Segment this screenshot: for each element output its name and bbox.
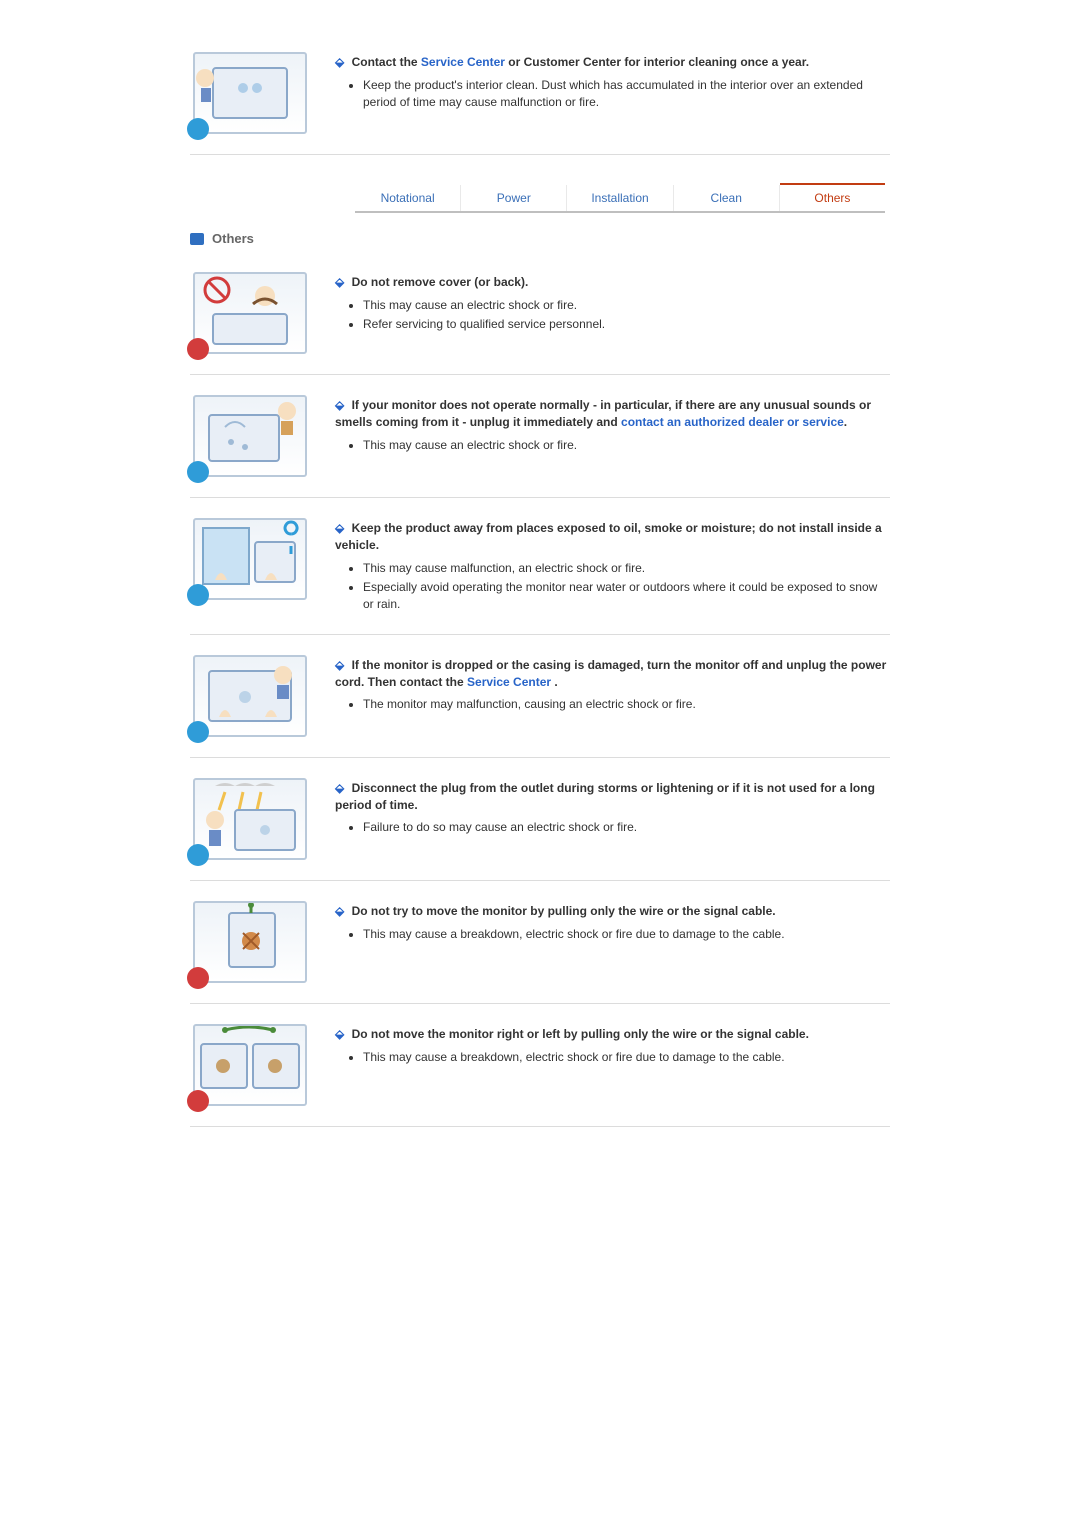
- tab-clean[interactable]: Clean: [674, 185, 780, 211]
- illustration: [190, 899, 310, 985]
- item-headline: ⬙ Do not try to move the monitor by pull…: [335, 903, 890, 920]
- tab-installation[interactable]: Installation: [567, 185, 673, 211]
- tab-power[interactable]: Power: [461, 185, 567, 211]
- section-header-others: Others: [190, 231, 890, 246]
- bullet-list: Failure to do so may cause an electric s…: [363, 819, 890, 836]
- headline-link[interactable]: Service Center: [421, 55, 505, 69]
- item-headline: ⬙ Disconnect the plug from the outlet du…: [335, 780, 890, 814]
- illustration: [190, 50, 310, 136]
- bullet: Refer servicing to qualified service per…: [363, 316, 890, 333]
- item-body: ⬙ If your monitor does not operate norma…: [335, 393, 890, 456]
- headline-text: Do not try to move the monitor by pullin…: [352, 904, 776, 918]
- tab-bar-wrap: Notational Power Installation Clean Othe…: [355, 185, 885, 213]
- bullet: Keep the product's interior clean. Dust …: [363, 77, 890, 112]
- bullet-list: Keep the product's interior clean. Dust …: [363, 77, 890, 112]
- section-title: Others: [212, 231, 254, 246]
- bullet-icon: ⬙: [335, 1027, 344, 1041]
- illustration: [190, 270, 310, 356]
- bullet-icon: ⬙: [335, 275, 344, 289]
- safety-item: ⬙ Do not try to move the monitor by pull…: [190, 889, 890, 1004]
- safety-item: ⬙ Do not move the monitor right or left …: [190, 1012, 890, 1127]
- item-body: ⬙ Contact the Service Center or Customer…: [335, 50, 890, 114]
- headline-text-post: or Customer Center for interior cleaning…: [505, 55, 809, 69]
- item-body: ⬙ Keep the product away from places expo…: [335, 516, 890, 616]
- item-headline: ⬙ Contact the Service Center or Customer…: [335, 54, 890, 71]
- safety-item: ⬙ Do not remove cover (or back). This ma…: [190, 260, 890, 375]
- safety-item: ⬙ Contact the Service Center or Customer…: [190, 40, 890, 155]
- bullet-icon: ⬙: [335, 658, 344, 672]
- item-body: ⬙ Do not move the monitor right or left …: [335, 1022, 890, 1068]
- bullet-list: The monitor may malfunction, causing an …: [363, 696, 890, 713]
- illustration: [190, 393, 310, 479]
- item-headline: ⬙ Do not move the monitor right or left …: [335, 1026, 890, 1043]
- illustration: [190, 1022, 310, 1108]
- bullet-icon: ⬙: [335, 55, 344, 69]
- bullet-list: This may cause an electric shock or fire…: [363, 297, 890, 334]
- bullet-icon: ⬙: [335, 398, 344, 412]
- bullet-icon: ⬙: [335, 521, 344, 535]
- item-body: ⬙ Do not try to move the monitor by pull…: [335, 899, 890, 945]
- safety-item: ⬙ If your monitor does not operate norma…: [190, 383, 890, 498]
- headline-text: Contact the: [352, 55, 421, 69]
- bullet-list: This may cause an electric shock or fire…: [363, 437, 890, 454]
- illustration: [190, 516, 310, 602]
- bullet-list: This may cause a breakdown, electric sho…: [363, 1049, 890, 1066]
- bullet: This may cause an electric shock or fire…: [363, 437, 890, 454]
- bullet: The monitor may malfunction, causing an …: [363, 696, 890, 713]
- bullet-icon: ⬙: [335, 904, 344, 918]
- headline-link[interactable]: contact an authorized dealer or service: [621, 415, 844, 429]
- tab-bar: Notational Power Installation Clean Othe…: [355, 185, 885, 213]
- item-headline: ⬙ If the monitor is dropped or the casin…: [335, 657, 890, 691]
- bullet: This may cause a breakdown, electric sho…: [363, 926, 890, 943]
- item-body: ⬙ If the monitor is dropped or the casin…: [335, 653, 890, 716]
- item-body: ⬙ Do not remove cover (or back). This ma…: [335, 270, 890, 336]
- headline-text: Do not remove cover (or back).: [352, 275, 529, 289]
- section-icon: [190, 233, 204, 245]
- tab-others[interactable]: Others: [780, 183, 885, 211]
- safety-item: ⬙ Disconnect the plug from the outlet du…: [190, 766, 890, 881]
- bullet: This may cause a breakdown, electric sho…: [363, 1049, 890, 1066]
- safety-item: ⬙ If the monitor is dropped or the casin…: [190, 643, 890, 758]
- headline-text-post: .: [844, 415, 847, 429]
- bullet: This may cause an electric shock or fire…: [363, 297, 890, 314]
- illustration: [190, 653, 310, 739]
- headline-text: Keep the product away from places expose…: [335, 521, 882, 552]
- item-body: ⬙ Disconnect the plug from the outlet du…: [335, 776, 890, 839]
- bullet: Failure to do so may cause an electric s…: [363, 819, 890, 836]
- item-headline: ⬙ Do not remove cover (or back).: [335, 274, 890, 291]
- headline-text: Do not move the monitor right or left by…: [352, 1027, 809, 1041]
- headline-text-post: .: [551, 675, 558, 689]
- item-headline: ⬙ Keep the product away from places expo…: [335, 520, 890, 554]
- page: ⬙ Contact the Service Center or Customer…: [130, 0, 950, 1175]
- safety-item: ⬙ Keep the product away from places expo…: [190, 506, 890, 635]
- bullet-list: This may cause a breakdown, electric sho…: [363, 926, 890, 943]
- bullet-list: This may cause malfunction, an electric …: [363, 560, 890, 614]
- headline-link[interactable]: Service Center: [467, 675, 551, 689]
- headline-text: If the monitor is dropped or the casing …: [335, 658, 886, 689]
- bullet: This may cause malfunction, an electric …: [363, 560, 890, 577]
- tab-notational[interactable]: Notational: [355, 185, 461, 211]
- bullet: Especially avoid operating the monitor n…: [363, 579, 890, 614]
- headline-text: Disconnect the plug from the outlet duri…: [335, 781, 875, 812]
- item-headline: ⬙ If your monitor does not operate norma…: [335, 397, 890, 431]
- illustration: [190, 776, 310, 862]
- bullet-icon: ⬙: [335, 781, 344, 795]
